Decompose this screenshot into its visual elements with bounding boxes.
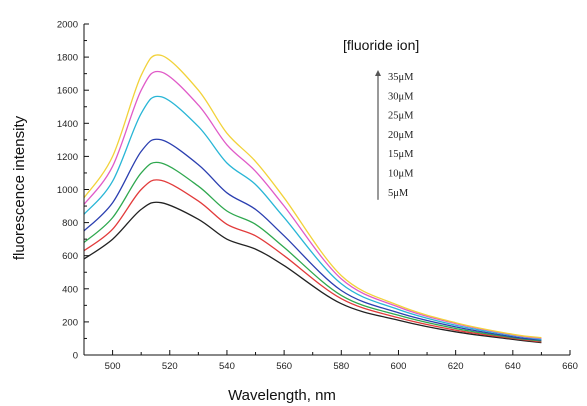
series-line-1 (83, 201, 542, 344)
x-axis-title: Wavelength, nm (228, 387, 336, 404)
y-tick-label: 400 (62, 284, 78, 295)
legend-item: 25μM (388, 111, 414, 122)
series-line-2 (83, 179, 542, 343)
x-tick-label: 520 (162, 361, 178, 372)
series-line-4 (83, 138, 542, 341)
x-tick-label: 640 (505, 361, 521, 372)
x-tick-label: 660 (562, 361, 578, 372)
legend-item: 20μM (388, 130, 414, 141)
series-layer (83, 54, 542, 344)
x-tick-label: 540 (219, 361, 235, 372)
legend-title: [fluoride ion] (343, 37, 419, 53)
series-line-7 (83, 54, 542, 339)
y-tick-label: 0 (73, 351, 78, 362)
legend: [fluoride ion] 35μM 30μM 25μM 20μM 15μM 10μM 5… (343, 37, 419, 200)
x-tick-label: 620 (448, 361, 464, 372)
legend-item: 35μM (388, 72, 414, 83)
legend-item: 30μM (388, 91, 414, 102)
y-tick-label: 600 (62, 251, 78, 262)
series-line-5 (83, 95, 542, 340)
x-tick-label: 560 (276, 361, 292, 372)
legend-item: 5μM (388, 188, 409, 199)
y-tick-label: 1200 (57, 152, 78, 163)
y-tick-label: 1600 (57, 86, 78, 97)
y-tick-label: 1000 (57, 185, 78, 196)
y-tick-label: 200 (62, 317, 78, 328)
series-line-3 (83, 161, 542, 342)
y-axis-title: fluorescence intensity (11, 115, 28, 260)
x-tick-label: 500 (105, 361, 121, 372)
legend-item: 15μM (388, 149, 414, 160)
y-tick-label: 2000 (57, 20, 78, 31)
y-tick-label: 1800 (57, 53, 78, 64)
y-tick-label: 1400 (57, 119, 78, 130)
legend-arrow-head (375, 70, 381, 76)
series-line-6 (83, 70, 542, 340)
axes-layer: 0 200 400 600 800 1000 1200 1400 1600 1800 2000 500… (57, 20, 578, 373)
x-tick-label: 580 (333, 361, 349, 372)
x-tick-label: 600 (391, 361, 407, 372)
legend-item: 10μM (388, 169, 414, 180)
y-tick-label: 800 (62, 218, 78, 229)
